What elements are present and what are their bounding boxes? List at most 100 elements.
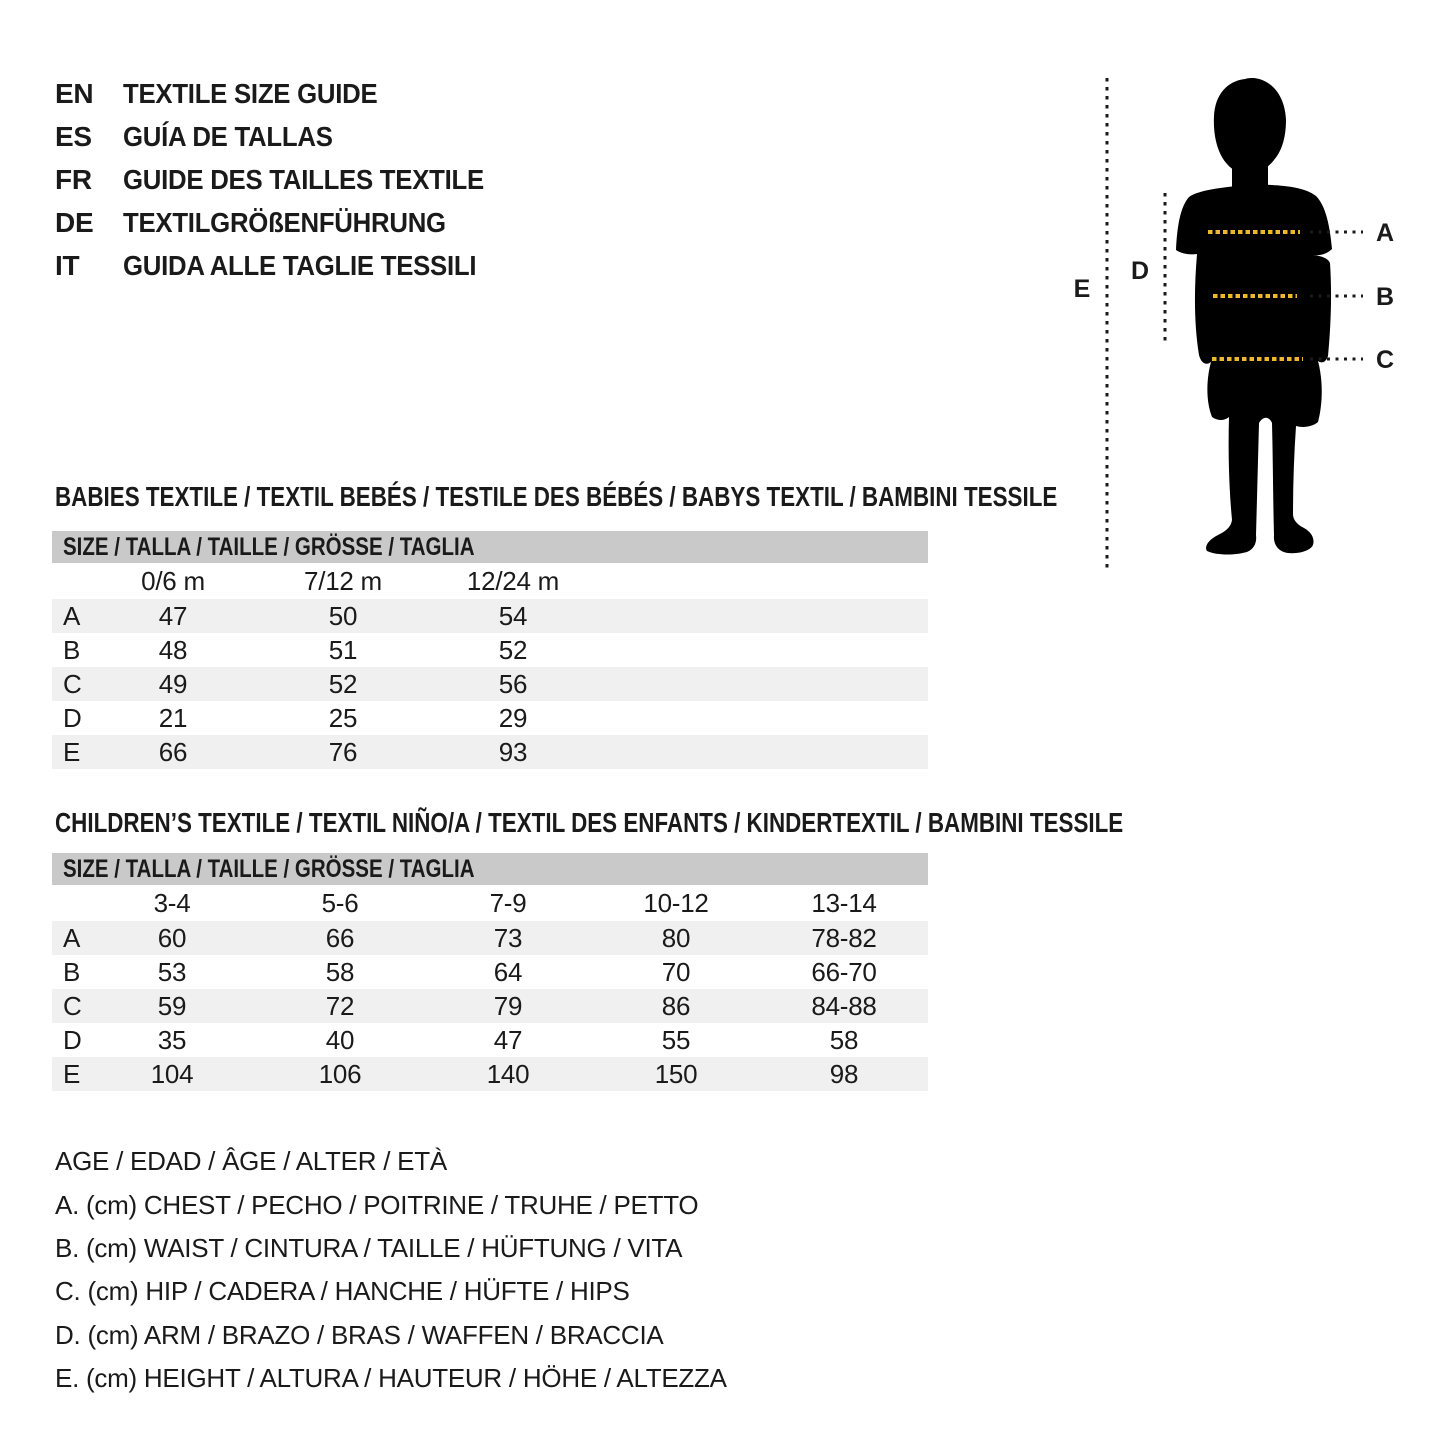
table-row: C 59 72 79 86 84-88 [52,989,928,1023]
language-code: FR [55,163,92,195]
table-cell: 52 [328,668,358,699]
column-header: 12/24 m [466,565,560,596]
table-cell: 93 [498,736,528,767]
guide-title: GUIDA ALLE TAGLIE TESSILI [123,249,477,281]
table-cell: 80 [661,922,691,953]
row-label: C [63,668,82,699]
table-cell: 56 [498,668,528,699]
column-header: 13-14 [811,887,877,918]
language-code: DE [55,206,94,238]
table-cell: 84-88 [811,990,877,1021]
table-cell: 60 [157,922,187,953]
language-header: EN TEXTILE SIZE GUIDE ES GUÍA DE TALLAS … [55,72,515,287]
legend-line-chest: A. (cm) CHEST / PECHO / POITRINE / TRUHE… [55,1189,699,1220]
column-header: 7-9 [489,887,527,918]
row-label: D [63,1024,82,1055]
table-row: B 53 58 64 70 66-70 [52,955,928,989]
table-cell: 79 [493,990,523,1021]
language-code: IT [55,249,80,281]
column-header: 10-12 [643,887,709,918]
table-cell: 150 [654,1058,698,1089]
table-cell: 76 [328,736,358,767]
language-row: EN TEXTILE SIZE GUIDE [55,72,515,115]
table-cell: 52 [498,634,528,665]
table-row: B 48 51 52 [52,633,928,667]
table-cell: 58 [325,956,355,987]
table-cell: 104 [150,1058,194,1089]
legend-line-arm: D. (cm) ARM / BRAZO / BRAS / WAFFEN / BR… [55,1319,664,1350]
label-A: A [1376,219,1394,247]
column-header-row: 0/6 m 7/12 m 12/24 m [52,563,928,599]
guide-title: TEXTILE SIZE GUIDE [123,77,378,109]
table-row: D 21 25 29 [52,701,928,735]
guide-title: GUÍA DE TALLAS [123,120,333,152]
size-header-label: SIZE / TALLA / TAILLE / GRÖSSE / TAGLIA [63,532,475,561]
row-label: D [63,702,82,733]
children-size-table: SIZE / TALLA / TAILLE / GRÖSSE / TAGLIA … [52,853,928,1091]
table-cell: 47 [158,600,188,631]
table-row: A 60 66 73 80 78-82 [52,921,928,955]
table-cell: 47 [493,1024,523,1055]
table-cell: 29 [498,702,528,733]
table-cell: 78-82 [811,922,877,953]
table-row: E 66 76 93 [52,735,928,769]
language-code: ES [55,120,92,152]
table-row: D 35 40 47 55 58 [52,1023,928,1057]
table-cell: 58 [829,1024,859,1055]
legend-line-waist: B. (cm) WAIST / CINTURA / TAILLE / HÜFTU… [55,1232,683,1263]
children-section-title: CHILDREN’S TEXTILE / TEXTIL NIÑO/A / TEX… [55,807,1124,838]
language-row: ES GUÍA DE TALLAS [55,115,515,158]
table-cell: 98 [829,1058,859,1089]
table-cell: 73 [493,922,523,953]
row-label: E [63,736,81,767]
row-label: B [63,956,81,987]
legend-line-height: E. (cm) HEIGHT / ALTURA / HAUTEUR / HÖHE… [55,1363,727,1394]
row-label: B [63,634,81,665]
table-cell: 55 [661,1024,691,1055]
size-header-label: SIZE / TALLA / TAILLE / GRÖSSE / TAGLIA [63,854,475,883]
table-cell: 49 [158,668,188,699]
child-body-silhouette [1176,184,1332,555]
babies-section-title: BABIES TEXTILE / TEXTIL BEBÉS / TESTILE … [55,481,1058,512]
table-cell: 25 [328,702,358,733]
table-cell: 50 [328,600,358,631]
table-cell: 35 [157,1024,187,1055]
size-header-bar: SIZE / TALLA / TAILLE / GRÖSSE / TAGLIA [52,853,928,885]
table-cell: 106 [318,1058,362,1089]
table-cell: 51 [328,634,358,665]
table-cell: 64 [493,956,523,987]
label-E: E [1074,275,1091,303]
table-cell: 66 [325,922,355,953]
table-row: C 49 52 56 [52,667,928,701]
child-head-silhouette [1213,78,1286,174]
table-cell: 86 [661,990,691,1021]
column-header: 0/6 m [141,565,205,596]
table-row: E 104 106 140 150 98 [52,1057,928,1091]
label-B: B [1376,283,1394,311]
table-cell: 53 [157,956,187,987]
child-silhouette-diagram: A B C D E [1074,78,1394,568]
table-cell: 54 [498,600,528,631]
table-cell: 140 [486,1058,530,1089]
legend-line-hip: C. (cm) HIP / CADERA / HANCHE / HÜFTE / … [55,1276,630,1307]
table-cell: 70 [661,956,691,987]
column-header: 3-4 [153,887,191,918]
table-cell: 21 [158,702,188,733]
measurement-legend: AGE / EDAD / ÂGE / ALTER / ETÀ A. (cm) C… [55,1140,727,1400]
size-header-bar: SIZE / TALLA / TAILLE / GRÖSSE / TAGLIA [52,531,928,563]
measurement-figure: A B C D E [1060,60,1445,600]
legend-line-age: AGE / EDAD / ÂGE / ALTER / ETÀ [55,1146,447,1177]
row-label: A [63,922,81,953]
language-row: IT GUIDA ALLE TAGLIE TESSILI [55,244,515,287]
table-cell: 66 [158,736,188,767]
table-cell: 66-70 [811,956,877,987]
column-header-row: 3-4 5-6 7-9 10-12 13-14 [52,885,928,921]
row-label: E [63,1058,81,1089]
row-label: C [63,990,82,1021]
language-row: DE TEXTILGRÖßENFÜHRUNG [55,201,515,244]
table-cell: 59 [157,990,187,1021]
guide-title: TEXTILGRÖßENFÜHRUNG [123,206,446,238]
table-cell: 48 [158,634,188,665]
table-cell: 40 [325,1024,355,1055]
